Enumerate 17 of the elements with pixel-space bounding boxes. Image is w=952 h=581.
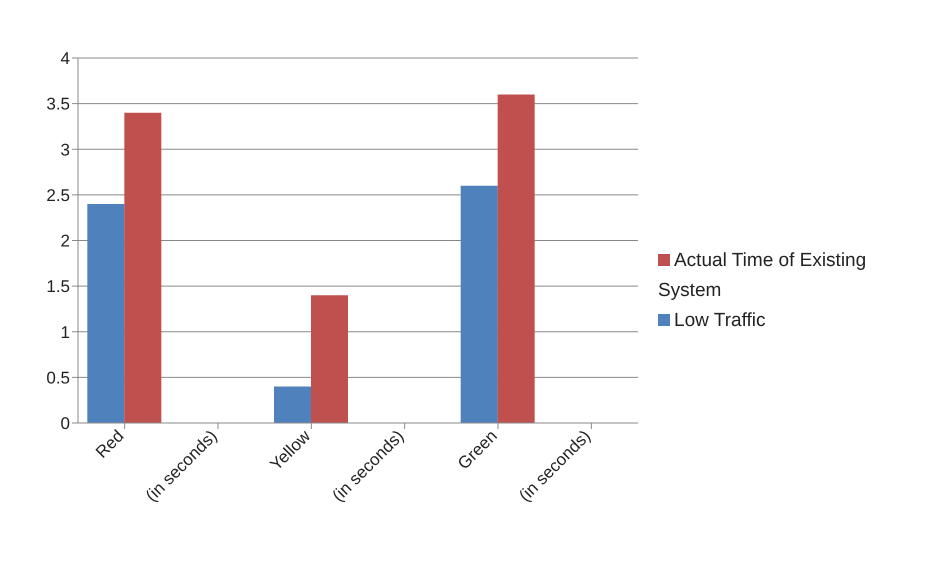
legend-label: Actual Time of Existing System [658,250,866,300]
y-tick-label: 0.5 [46,368,70,388]
bar [311,295,348,423]
y-tick-label: 1.5 [46,277,70,296]
bar [124,112,162,423]
y-tick-label: 2 [60,232,70,251]
y-tick-label: 1 [60,322,70,342]
bar [460,186,498,423]
y-tick-label: 0 [60,414,70,434]
y-tick-label: 3 [60,140,70,160]
bar [87,204,124,423]
y-tick-label: 2.5 [46,186,70,205]
y-tick-label: 3.5 [46,94,70,114]
bar [274,386,311,423]
legend-label: Low Traffic [674,310,766,330]
y-tick-label: 4 [60,49,70,68]
bar [498,94,535,423]
